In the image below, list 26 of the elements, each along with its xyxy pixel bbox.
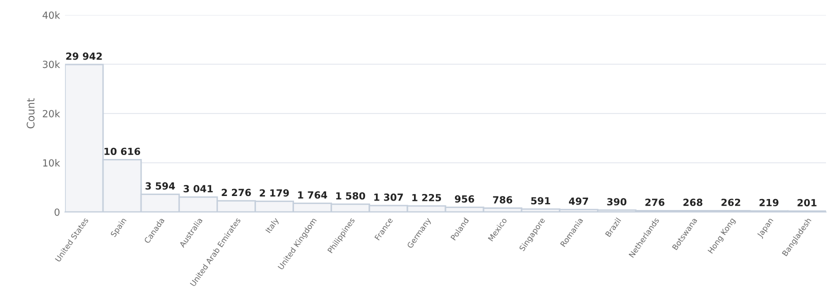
data-label: 1 580: [336, 192, 366, 200]
data-label: 29 942: [66, 52, 102, 60]
data-label: 219: [760, 198, 778, 206]
data-label: 262: [721, 198, 740, 206]
data-label: 3 041: [184, 185, 213, 192]
y-tick-label: 0: [54, 208, 60, 216]
y-axis-title: Count: [26, 98, 35, 128]
data-label: 10 616: [104, 148, 140, 156]
y-tick-label: 20k: [42, 110, 60, 118]
data-label: 1 307: [374, 194, 403, 201]
y-tick-label: 40k: [42, 11, 60, 19]
data-label: 268: [683, 198, 702, 206]
data-label: 591: [531, 197, 550, 204]
data-label: 497: [568, 198, 588, 205]
data-label: 1 225: [412, 194, 442, 202]
data-label: 3 594: [146, 182, 175, 190]
data-label: 956: [454, 195, 474, 203]
data-label: 201: [798, 198, 816, 206]
data-label: 390: [607, 198, 626, 206]
data-label: 1 764: [298, 191, 328, 199]
data-label: 2 276: [222, 188, 251, 196]
data-label: 786: [493, 196, 512, 204]
data-label: 276: [645, 198, 664, 206]
y-tick-label: 30k: [42, 60, 60, 68]
data-label: 2 179: [260, 189, 289, 197]
y-tick-label: 10k: [43, 159, 60, 167]
